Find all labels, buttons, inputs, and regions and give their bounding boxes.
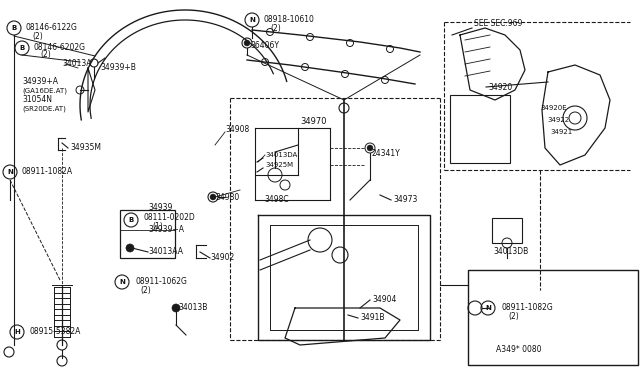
Text: 08111-0202D: 08111-0202D (143, 214, 195, 222)
Text: 3491B: 3491B (360, 314, 385, 323)
Text: (2): (2) (40, 51, 51, 60)
Text: 08146-6122G: 08146-6122G (26, 23, 78, 32)
Text: (SR20DE.AT): (SR20DE.AT) (22, 106, 66, 112)
Text: 34902: 34902 (210, 253, 234, 263)
Text: 08911-1082G: 08911-1082G (501, 304, 553, 312)
Text: 34922: 34922 (547, 117, 569, 123)
Circle shape (126, 244, 134, 252)
Text: B: B (12, 25, 17, 31)
Text: B: B (129, 217, 134, 223)
Text: N: N (7, 169, 13, 175)
Text: 34980: 34980 (215, 192, 239, 202)
Text: N: N (119, 279, 125, 285)
Text: 34939: 34939 (148, 202, 172, 212)
Text: 31054N: 31054N (22, 96, 52, 105)
Circle shape (210, 194, 216, 200)
Text: 24341Y: 24341Y (372, 150, 401, 158)
Text: 08915-5382A: 08915-5382A (29, 327, 81, 337)
Text: 34973: 34973 (393, 196, 417, 205)
Text: 36406Y: 36406Y (250, 42, 279, 51)
Text: 34013DB: 34013DB (493, 247, 528, 257)
Text: 34939+B: 34939+B (100, 62, 136, 71)
Text: (1): (1) (152, 222, 163, 231)
Text: 34921: 34921 (550, 129, 572, 135)
Text: (2): (2) (508, 312, 519, 321)
Bar (468, 270, 638, 365)
Text: 34013A: 34013A (62, 60, 92, 68)
Circle shape (173, 305, 179, 311)
Text: 34904: 34904 (372, 295, 396, 305)
Bar (120, 210, 175, 258)
Text: 3498C: 3498C (264, 196, 289, 205)
Text: 34939+A: 34939+A (22, 77, 58, 87)
Text: 34013AA: 34013AA (148, 247, 183, 257)
Circle shape (367, 145, 373, 151)
Text: H: H (14, 329, 20, 335)
Text: 34970: 34970 (300, 118, 326, 126)
Text: (2): (2) (140, 285, 151, 295)
Circle shape (244, 40, 250, 46)
Text: (2): (2) (32, 32, 43, 41)
Text: 08918-10610: 08918-10610 (264, 15, 315, 23)
Text: N: N (249, 17, 255, 23)
Text: 34939+A: 34939+A (148, 225, 184, 234)
Text: 08911-1062G: 08911-1062G (135, 278, 187, 286)
Text: (GA16DE.AT): (GA16DE.AT) (22, 88, 67, 94)
Text: A349* 0080: A349* 0080 (496, 346, 541, 355)
Text: B: B (19, 45, 24, 51)
Text: 34935M: 34935M (70, 144, 101, 153)
Text: N: N (485, 305, 491, 311)
Text: (2): (2) (270, 23, 281, 32)
Text: 34013B: 34013B (178, 304, 207, 312)
Bar (450, 95, 510, 163)
Text: 08911-1082A: 08911-1082A (22, 167, 73, 176)
Circle shape (172, 304, 180, 312)
Text: SEE SEC.969: SEE SEC.969 (474, 19, 522, 29)
Text: 34920E: 34920E (540, 105, 566, 111)
Bar (492, 218, 522, 243)
Text: 34925M: 34925M (265, 162, 293, 168)
Text: 34908: 34908 (225, 125, 249, 135)
Text: 34013DA: 34013DA (265, 152, 297, 158)
Text: 08146-6202G: 08146-6202G (34, 42, 86, 51)
Text: 34920: 34920 (488, 83, 512, 92)
